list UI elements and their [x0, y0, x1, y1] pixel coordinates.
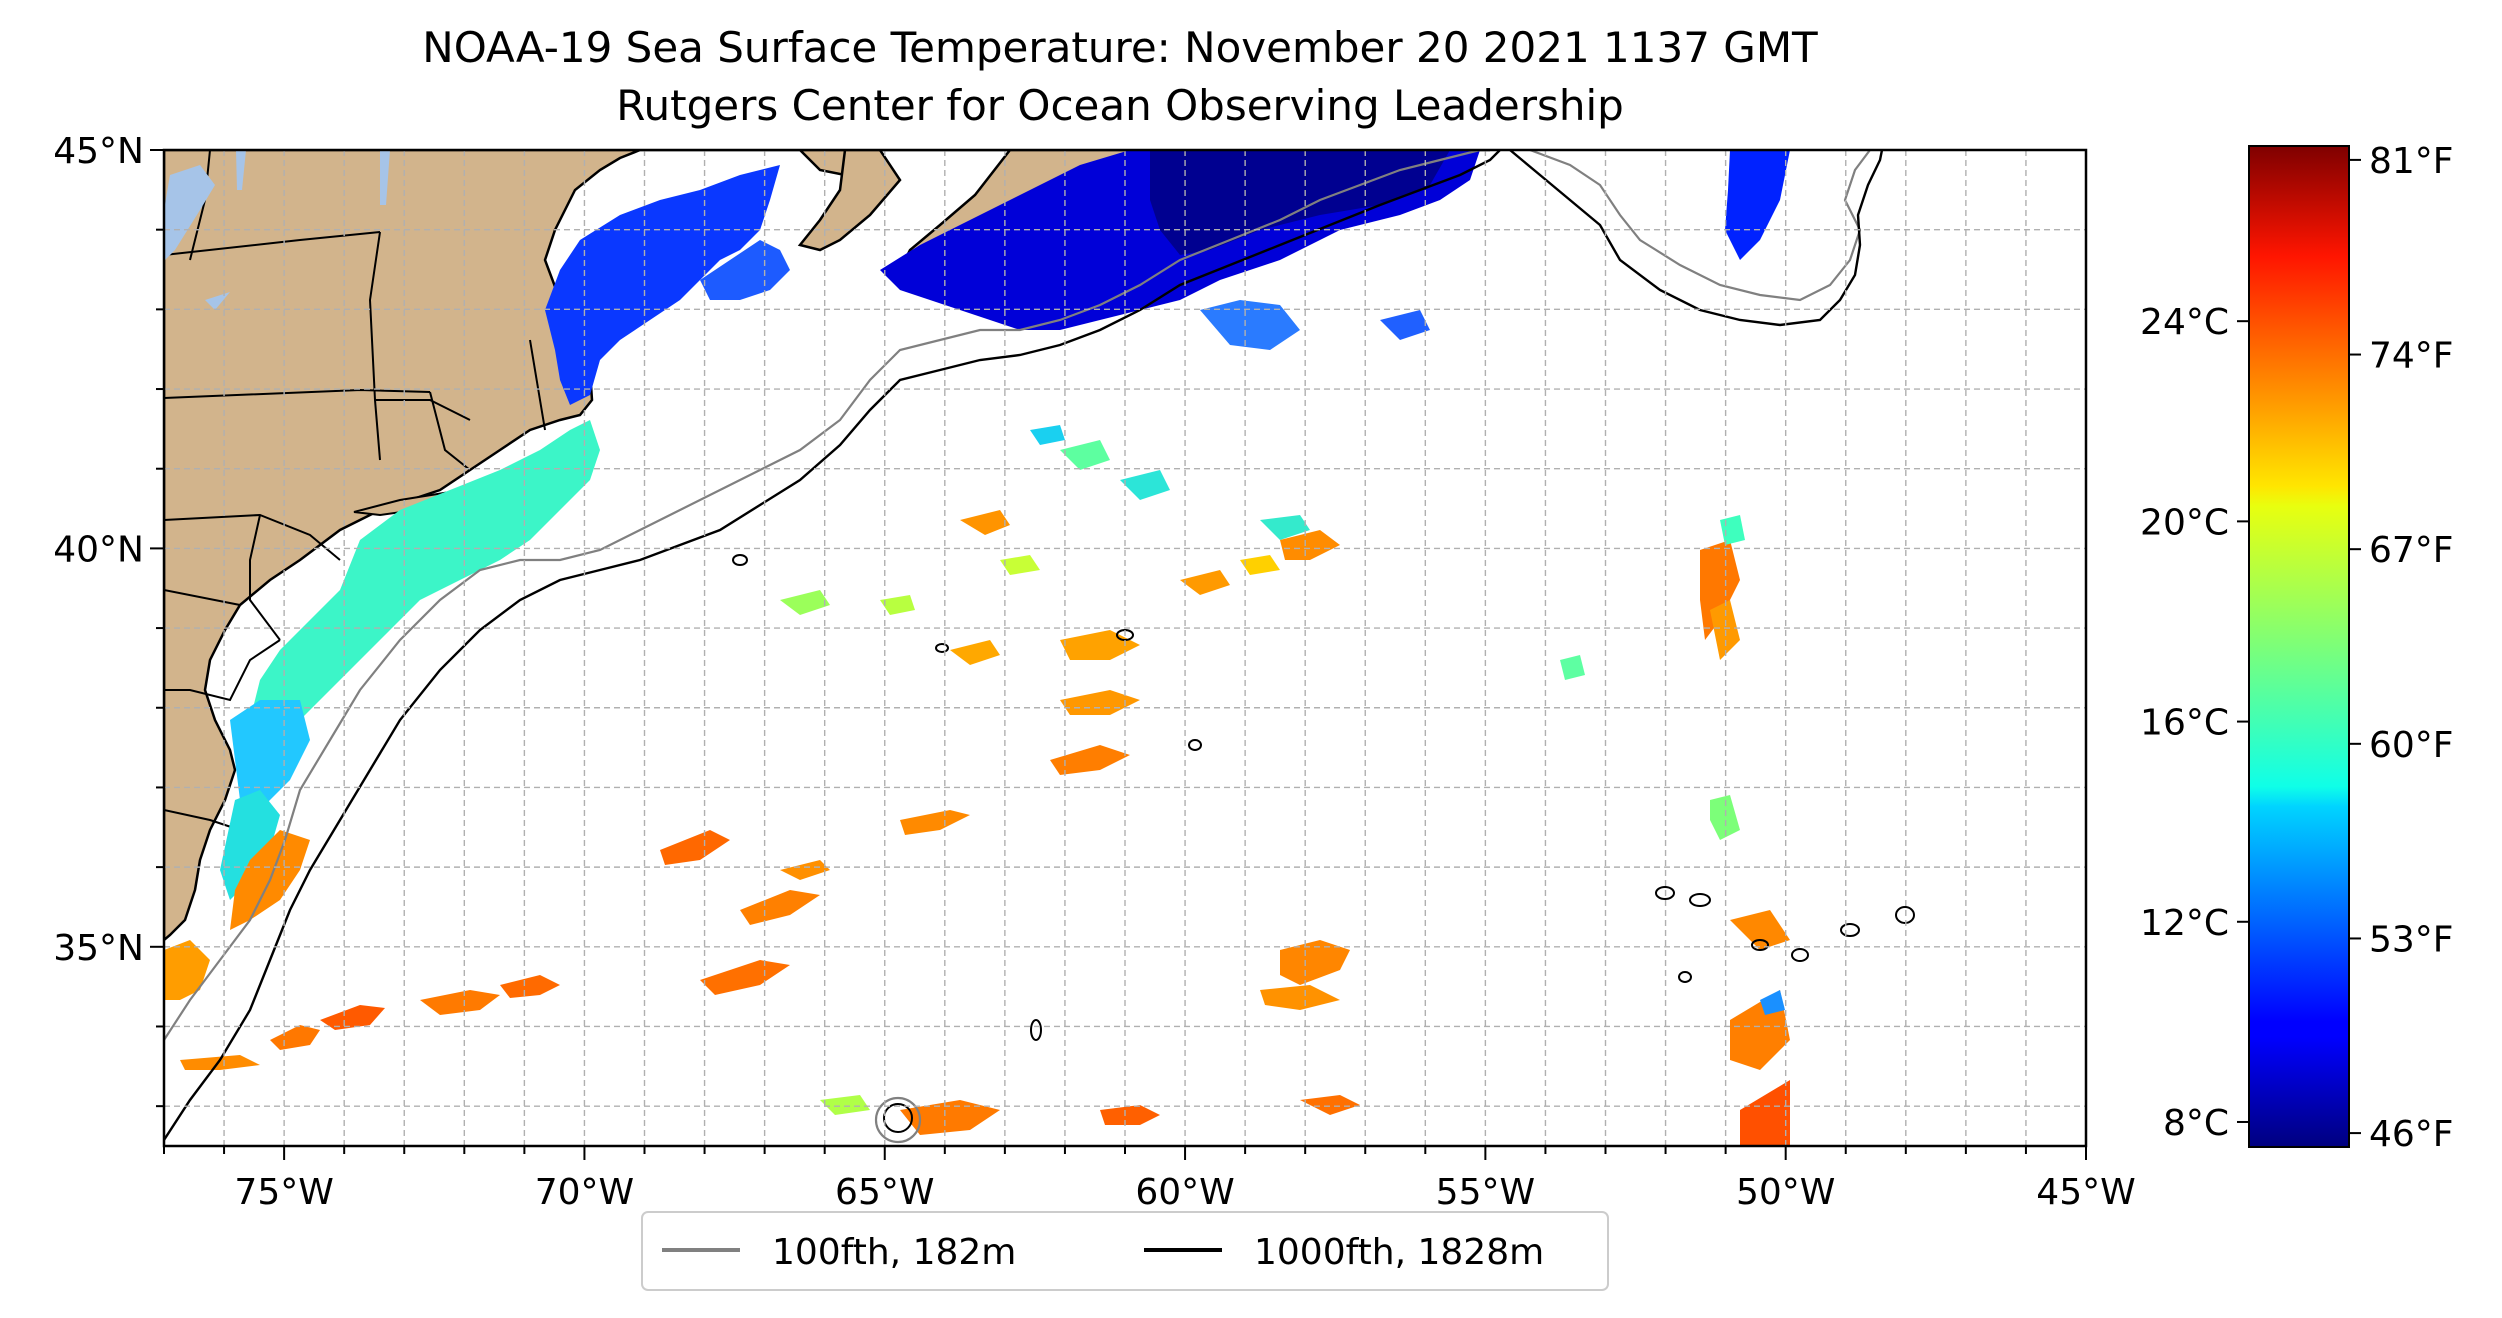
contour-100fth-north [1529, 150, 1871, 302]
colorbar: 46°F 53°F 60°F 67°F 74°F 81°F 8°C 12°C 16°C 20°C… [2140, 141, 2453, 1155]
colorbar-c-label: 16°C [2140, 703, 2229, 744]
contour-100fth [164, 150, 1481, 1041]
colorbar-c-label: 12°C [2140, 903, 2229, 944]
contour-legend: 100fth, 182m 1000fth, 1828m [641, 1211, 1609, 1291]
colorbar-f-label: 74°F [2369, 336, 2454, 377]
sst-patch-chesapeake [230, 700, 310, 810]
map-title: NOAA-19 Sea Surface Temperature: Novembe… [422, 23, 1818, 72]
lon-tick-label: 75°W [234, 1172, 333, 1213]
sst-patch-gulf-stream-west [164, 940, 210, 1000]
lon-tick-label: 45°W [2036, 1172, 2135, 1213]
sst-mild-patches [780, 310, 1785, 1115]
longitude-axis: 75°W 70°W 65°W 60°W 55°W 50°W 45°W [163, 1146, 2136, 1213]
legend-label-1000fth: 1000fth, 1828m [1254, 1232, 1544, 1273]
colorbar-gradient [2248, 145, 2350, 1148]
lon-tick-label: 55°W [1436, 1172, 1535, 1213]
colorbar-f-label: 46°F [2369, 1114, 2454, 1155]
colorbar-celsius-ticks: 8°C 12°C 16°C 20°C 24°C [2140, 302, 2249, 1144]
seamount-contours [732, 554, 1915, 1133]
colorbar-f-label: 67°F [2369, 530, 2454, 571]
sst-patch-slope-blue [1200, 300, 1300, 350]
sst-patch-cabot [1725, 150, 1790, 260]
lat-tick-label: 35°N [53, 928, 144, 969]
sst-patch-georges-bank [700, 240, 790, 300]
contour-1000fth [164, 150, 1501, 1141]
sst-warm-patches [180, 510, 1790, 1146]
sst-patch-nc-shelf [220, 790, 280, 900]
map-area [164, 150, 2086, 1146]
map-subtitle: Rutgers Center for Ocean Observing Leade… [616, 81, 1624, 130]
lat-tick-label: 45°N [53, 131, 144, 172]
map-gridlines [164, 150, 2086, 1146]
lon-tick-label: 60°W [1135, 1172, 1234, 1213]
contour-1000fth-north [1509, 150, 1884, 327]
legend-box [641, 1211, 1609, 1291]
colorbar-c-label: 8°C [2163, 1103, 2229, 1144]
sst-patch-mid-atlantic-shelf [250, 420, 600, 740]
sst-field [164, 150, 1790, 1146]
colorbar-f-label: 53°F [2369, 919, 2454, 960]
latitude-axis: 45°N 40°N 35°N [53, 131, 164, 1108]
colorbar-c-label: 20°C [2140, 502, 2229, 543]
colorbar-fahrenheit-ticks: 46°F 53°F 60°F 67°F 74°F 81°F [2349, 141, 2454, 1155]
lon-tick-label: 70°W [535, 1172, 634, 1213]
sst-patch-scotian-deep [1150, 150, 1450, 255]
lakes [164, 150, 390, 310]
lat-tick-label: 40°N [53, 529, 144, 570]
colorbar-f-label: 81°F [2369, 141, 2454, 182]
legend-label-100fth: 100fth, 182m [772, 1232, 1016, 1273]
sst-patch-gulf-of-maine [545, 165, 780, 405]
bermuda-100fth [874, 1096, 922, 1144]
lon-tick-label: 50°W [1736, 1172, 1835, 1213]
colorbar-f-label: 60°F [2369, 725, 2454, 766]
colorbar-c-label: 24°C [2140, 302, 2229, 343]
lon-tick-label: 65°W [835, 1172, 934, 1213]
